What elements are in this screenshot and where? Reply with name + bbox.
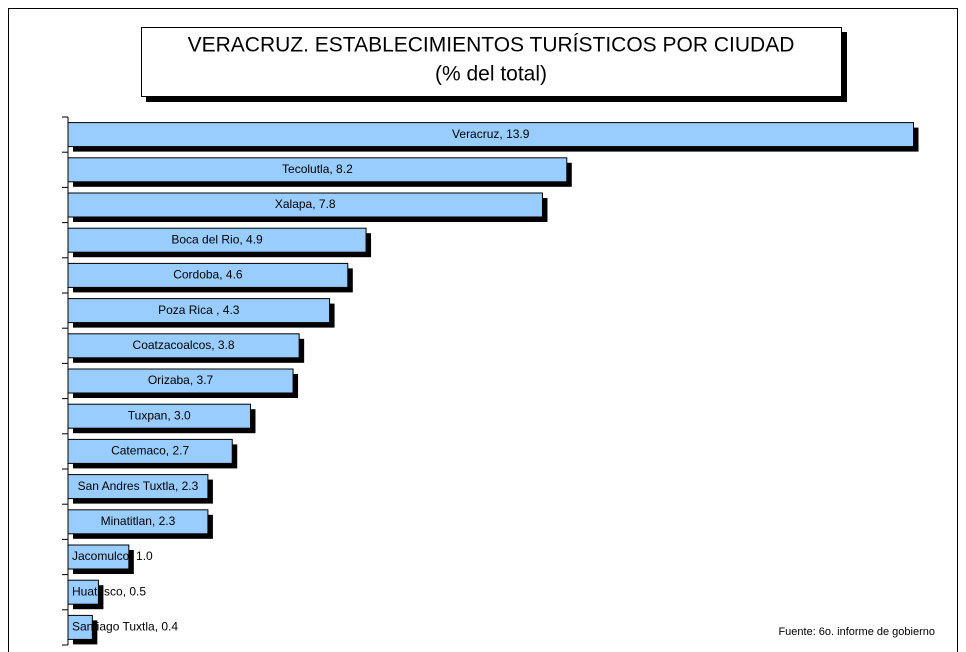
value-label: Boca del Rio, 4.9 [171, 232, 263, 246]
value-label: Santiago Tuxtla, 0.4 [72, 620, 178, 634]
value-label: Tuxpan, 3.0 [128, 408, 191, 422]
chart-subtitle: (% del total) [435, 63, 547, 86]
bar [67, 403, 251, 429]
source-note: Fuente: 6o. informe de gobierno [778, 626, 935, 638]
value-label: San Andres Tuxtla, 2.3 [78, 479, 199, 493]
bar [67, 438, 233, 464]
bar [67, 227, 367, 253]
bar [67, 614, 93, 640]
bar [67, 122, 915, 148]
value-label: Poza Rica , 4.3 [158, 303, 240, 317]
value-label: Veracruz, 13.9 [452, 127, 530, 141]
value-label: Tecolutla, 8.2 [282, 162, 353, 176]
value-label: Xalapa, 7.8 [275, 197, 336, 211]
bar [67, 157, 568, 183]
bar [67, 579, 99, 605]
bar [67, 192, 543, 218]
chart-title: VERACRUZ. ESTABLECIMIENTOS TURÍSTICOS PO… [188, 34, 795, 57]
value-label: Huatusco, 0.5 [72, 584, 146, 598]
frame [8, 8, 958, 652]
bar [67, 509, 209, 535]
bar [67, 474, 209, 500]
bar [67, 262, 349, 288]
bar [67, 544, 130, 570]
bar [67, 298, 331, 324]
title-box [141, 27, 842, 97]
value-label: Catemaco, 2.7 [111, 444, 189, 458]
bar [67, 333, 300, 359]
value-label: Coatzacoalcos, 3.8 [133, 338, 235, 352]
bar [67, 368, 294, 394]
value-label: Orizaba, 3.7 [148, 373, 214, 387]
value-label: Jacomulco, 1.0 [72, 549, 153, 563]
value-label: Minatitlan, 2.3 [101, 514, 176, 528]
value-label: Cordoba, 4.6 [173, 268, 243, 282]
